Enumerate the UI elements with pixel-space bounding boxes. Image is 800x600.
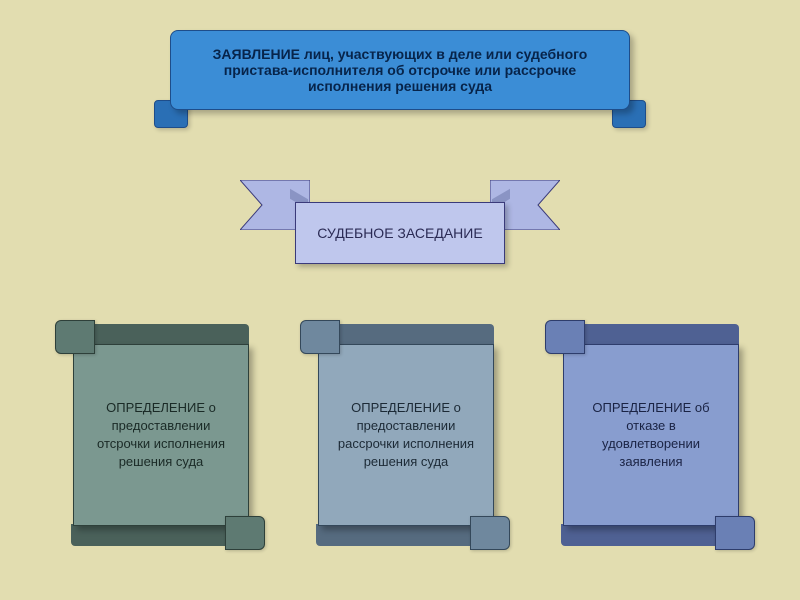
scrolls-row: ОПРЕДЕЛЕНИЕ о предоставлении отсрочки ис… [0, 320, 800, 570]
scroll-body: ОПРЕДЕЛЕНИЕ о предоставлении рассрочки и… [318, 344, 494, 526]
scroll-top-back [579, 324, 739, 346]
scroll-bot-back [561, 524, 721, 546]
scroll-bot-back [71, 524, 231, 546]
scroll-top-curl [545, 320, 585, 354]
diagram-canvas: ЗАЯВЛЕНИЕ лиц, участвующих в деле или су… [0, 0, 800, 600]
scroll-text: ОПРЕДЕЛЕНИЕ об отказе в удовлетворении з… [578, 399, 724, 472]
top-banner-text: ЗАЯВЛЕНИЕ лиц, участвующих в деле или су… [191, 46, 609, 94]
scroll-bot-curl [470, 516, 510, 550]
middle-ribbon: СУДЕБНОЕ ЗАСЕДАНИЕ [240, 180, 560, 270]
scroll-bot-curl [715, 516, 755, 550]
scroll-text: ОПРЕДЕЛЕНИЕ о предоставлении рассрочки и… [333, 399, 479, 472]
scroll-top-curl [300, 320, 340, 354]
scroll-bot-back [316, 524, 476, 546]
scroll-2: ОПРЕДЕЛЕНИЕ о предоставлении рассрочки и… [300, 320, 510, 550]
scroll-top-back [334, 324, 494, 346]
scroll-body: ОПРЕДЕЛЕНИЕ об отказе в удовлетворении з… [563, 344, 739, 526]
scroll-body: ОПРЕДЕЛЕНИЕ о предоставлении отсрочки ис… [73, 344, 249, 526]
top-banner: ЗАЯВЛЕНИЕ лиц, участвующих в деле или су… [150, 30, 650, 130]
scroll-bot-curl [225, 516, 265, 550]
top-banner-body: ЗАЯВЛЕНИЕ лиц, участвующих в деле или су… [170, 30, 630, 110]
scroll-1: ОПРЕДЕЛЕНИЕ о предоставлении отсрочки ис… [55, 320, 265, 550]
ribbon-text: СУДЕБНОЕ ЗАСЕДАНИЕ [317, 225, 482, 241]
scroll-top-back [89, 324, 249, 346]
scroll-top-curl [55, 320, 95, 354]
ribbon-body: СУДЕБНОЕ ЗАСЕДАНИЕ [295, 202, 505, 264]
scroll-text: ОПРЕДЕЛЕНИЕ о предоставлении отсрочки ис… [88, 399, 234, 472]
scroll-3: ОПРЕДЕЛЕНИЕ об отказе в удовлетворении з… [545, 320, 755, 550]
